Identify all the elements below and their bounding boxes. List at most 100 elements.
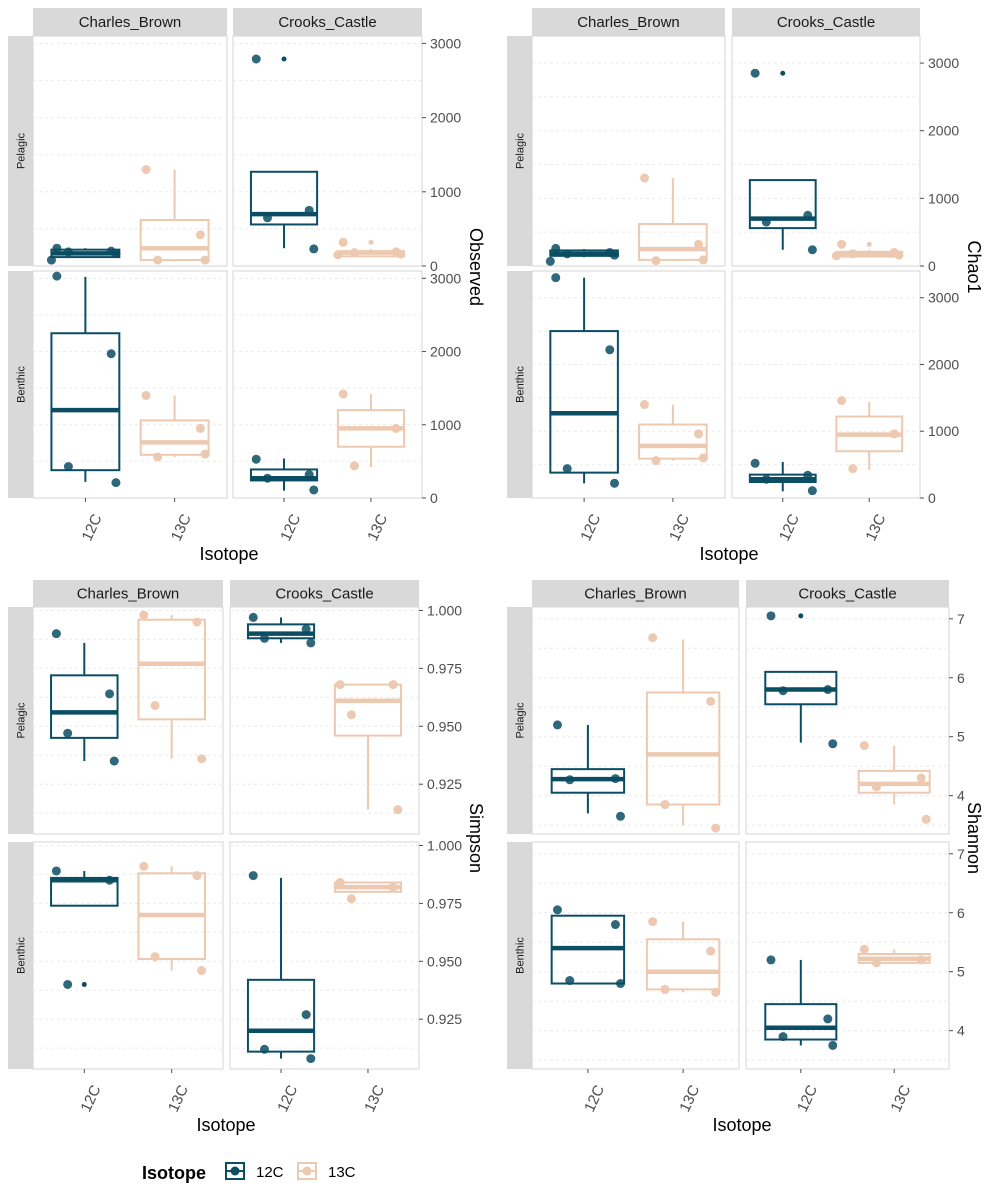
x-tick-label: 13C [165,1082,192,1114]
row-strip-label: Benthic [515,937,527,974]
data-point [52,243,62,253]
x-tick-label: 13C [887,1082,914,1114]
data-point [698,453,708,463]
panel-background [745,606,950,835]
panel-background [229,841,420,1070]
row-strip-label: Pelagic [515,702,527,739]
data-point [807,245,817,255]
panel-background [531,35,726,267]
data-point [262,473,272,483]
data-point [150,952,160,962]
panel [531,270,726,499]
data-point [306,1054,316,1064]
y-tick-label: 5 [957,729,965,745]
row-strip [507,607,532,834]
data-point [52,271,62,281]
data-point [565,775,575,785]
y-axis-title: Observed [466,228,486,306]
data-point [766,955,776,965]
data-point [889,429,899,439]
outlier-point [281,56,287,62]
panel [32,35,228,267]
column-strip [532,580,739,607]
box-body [139,219,210,262]
box-body [249,170,319,226]
data-point [615,979,625,989]
y-tick-label: 2000 [928,356,959,372]
data-point [153,452,163,462]
chart-chao1: Charles_Brown Crooks_Castle Pelagic Benthic… [507,8,984,564]
box-12c [246,612,316,648]
row-strip-label: Pelagic [16,132,28,169]
box-13c [333,878,403,904]
box-body [638,423,708,460]
panel [229,606,420,835]
y-tick-label: 0 [928,258,936,274]
box-12c [249,454,319,495]
x-tick-label: 13C [676,1082,703,1114]
data-point [711,987,721,997]
data-point [552,905,562,915]
x-tick-label: 13C [361,1082,388,1114]
chart-observed: Charles_Brown Crooks_Castle Pelagic Benthic… [8,8,486,564]
data-point [304,205,314,215]
y-tick-label: 1.000 [427,837,462,853]
data-point [750,68,760,78]
data-point [259,1044,269,1054]
data-point [111,478,121,488]
y-tick-label: 0.975 [427,895,462,911]
y-axis-title: Shannon [964,802,984,874]
box-body [638,223,708,261]
x-tick-label: 13C [168,511,195,543]
outlier-point [81,981,87,987]
chart-shannon: Charles_Brown Crooks_Castle Pelagic Benthic… [507,580,984,1135]
box-12c [748,458,817,496]
y-tick-label: 2000 [430,110,461,126]
y-tick-label: 7 [957,611,965,627]
data-point [828,739,838,749]
data-point [610,250,620,260]
data-point [153,255,163,265]
data-point [615,811,625,821]
data-point [761,217,771,227]
data-point [51,866,61,876]
data-point [711,823,721,833]
row-strip-label: Benthic [16,366,28,403]
data-point [651,456,661,466]
data-point [141,165,151,175]
box-13c [835,396,904,474]
data-point [301,624,311,634]
data-point [200,255,210,265]
box-13c [857,741,931,824]
y-tick-label: 2000 [928,123,959,139]
data-point [192,617,202,627]
y-tick-label: 0.975 [427,660,462,676]
data-point [106,349,116,359]
outlier-point [798,613,804,619]
box-13c [139,390,210,462]
data-point [761,474,771,484]
data-point [545,256,555,266]
data-point [610,774,620,784]
box-13c [333,680,403,815]
y-tick-label: 0.925 [427,776,462,792]
data-point [706,696,716,706]
panel [32,841,224,1070]
data-point [346,894,356,904]
data-point [916,773,926,783]
panel-background [531,841,740,1070]
box-body [50,332,121,472]
data-point [894,250,904,260]
box-body [333,683,403,737]
data-point [262,213,272,223]
column-strip [230,580,419,607]
data-point [859,741,869,751]
x-tick-label: 12C [274,1082,301,1114]
box-13c [638,400,708,466]
box-12c [50,271,121,488]
data-point [200,449,210,459]
outlier-point [780,70,786,76]
data-point [251,454,261,464]
legend-label-13c: 13C [328,1164,356,1181]
plots-layer: Charles_Brown Crooks_Castle Pelagic Benthic… [8,8,984,1135]
